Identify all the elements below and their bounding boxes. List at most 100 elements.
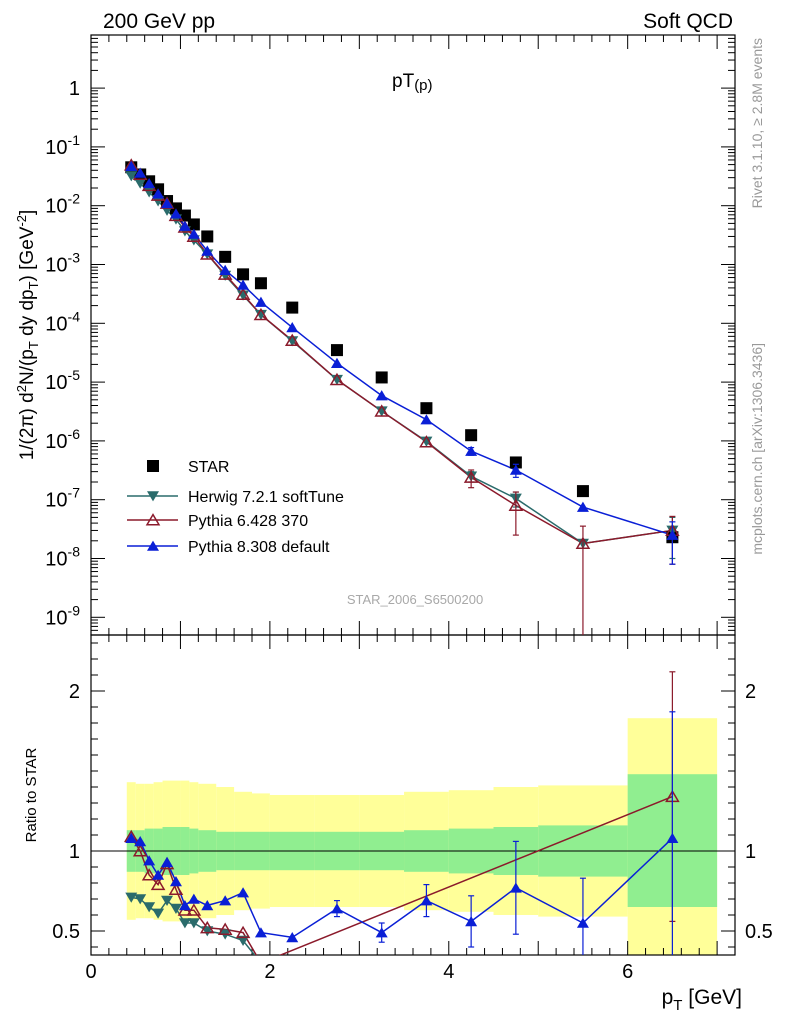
mcplots-label: mcplots.cern.ch [arXiv:1306.3436] — [749, 343, 765, 555]
data-point — [178, 220, 191, 231]
data-point — [576, 501, 589, 512]
main-y-tick-label: 10-3 — [45, 250, 80, 277]
data-point — [330, 344, 343, 357]
legend-marker — [147, 540, 159, 551]
legend-marker — [147, 460, 159, 472]
main-y-tick-label: 10-1 — [45, 132, 80, 159]
ratio-data-layer — [123, 671, 680, 955]
data-point — [161, 197, 174, 209]
header-left: 200 GeV pp — [103, 10, 215, 33]
ratio-y-tick-label-right: 2 — [745, 681, 756, 703]
main-y-tick-labels: 10-9 10-8 10-7 10-6 10-5 10-4 10-3 10-2 10-1 1 — [45, 78, 80, 629]
data-point — [508, 498, 524, 511]
legend: STAR Herwig 7.2.1 softTune Pythia 6.428 37… — [127, 459, 344, 556]
data-point — [509, 456, 522, 469]
ratio-point — [152, 869, 165, 880]
rivet-version-label: Rivet 3.1.10, ≥ 2.8M events — [749, 38, 765, 208]
ratio-point — [217, 922, 233, 935]
data-point — [509, 464, 522, 475]
main-y-axis-label: 1/(2π) d2N/(pT dy dpT) [GeV-2] — [14, 210, 41, 461]
data-point — [237, 279, 250, 290]
data-point — [237, 268, 250, 281]
ratio-y-tick-label-right: 0.5 — [745, 921, 773, 943]
ratio-point — [237, 935, 250, 946]
ratio-point — [143, 902, 156, 913]
ratio-y-tick-label: 0.5 — [52, 921, 80, 943]
ratio-y-tick-label: 1 — [69, 841, 80, 863]
legend-label: Pythia 8.308 default — [188, 539, 330, 556]
data-point — [187, 228, 200, 239]
data-point — [375, 406, 388, 417]
ratio-point — [201, 900, 214, 911]
data-point — [201, 245, 214, 256]
ratio-point — [134, 836, 147, 847]
main-y-tick-label: 10-2 — [45, 191, 80, 218]
data-point — [330, 357, 343, 368]
main-y-tick-label: 10-4 — [45, 308, 80, 335]
data-point — [330, 374, 343, 386]
ratio-point — [125, 832, 138, 843]
ratio-point — [254, 927, 267, 938]
axis-ticks — [90, 34, 736, 955]
ratio-point — [169, 876, 182, 887]
data-point — [329, 372, 345, 386]
ratio-point — [199, 920, 215, 934]
ratio-point — [168, 882, 184, 895]
ratio-point — [161, 895, 174, 906]
data-point — [374, 404, 390, 417]
data-point — [463, 470, 479, 483]
plot-title: pT(p) — [392, 71, 433, 94]
ratio-point — [152, 908, 165, 919]
main-y-tick-label: 10-7 — [45, 485, 80, 512]
ratio-point — [187, 893, 200, 904]
ratio-uncertainty-bands — [126, 718, 718, 955]
data-point — [284, 333, 300, 347]
ratio-y-tick-label: 2 — [69, 681, 80, 703]
ratio-point — [375, 927, 388, 938]
data-point — [286, 301, 299, 314]
ratio-point — [143, 855, 156, 866]
main-y-tick-label: 10-9 — [45, 602, 80, 629]
data-point — [465, 445, 478, 456]
analysis-watermark: STAR_2006_S6500200 — [347, 592, 483, 607]
ratio-point — [178, 918, 191, 929]
data-point — [576, 485, 589, 498]
ratio-point — [169, 903, 182, 914]
data-point — [187, 218, 200, 231]
ratio-point — [150, 877, 166, 891]
data-point — [420, 402, 433, 415]
ratio-point — [576, 917, 589, 928]
x-tick-label: 6 — [622, 961, 633, 983]
data-point — [254, 296, 267, 307]
series-line — [130, 164, 673, 545]
ratio-point — [235, 925, 251, 939]
ratio-y-tick-labels: 0.5 0.5 1 1 2 2 — [52, 681, 773, 943]
legend-marker — [147, 491, 159, 502]
main-data-layer — [123, 158, 680, 635]
main-y-tick-label: 10-6 — [45, 426, 80, 453]
ratio-point — [134, 894, 147, 905]
legend-label: Pythia 6.428 370 — [188, 513, 308, 530]
legend-label: Herwig 7.2.1 softTune — [188, 489, 344, 506]
x-tick-label: 2 — [264, 961, 275, 983]
data-point — [465, 429, 478, 442]
data-point — [420, 436, 433, 447]
data-point — [219, 250, 232, 263]
legend-marker — [145, 513, 161, 526]
data-point — [253, 307, 269, 321]
ratio-point — [509, 882, 522, 893]
ratio-point — [330, 903, 343, 914]
data-point — [254, 309, 267, 321]
ratio-point — [161, 856, 174, 867]
ratio-point — [219, 895, 232, 906]
data-point — [419, 435, 434, 448]
x-axis-label: pT [GeV] — [662, 986, 742, 1014]
data-point — [201, 230, 214, 243]
series-line — [130, 165, 673, 536]
data-point — [169, 208, 182, 219]
ratio-y-tick-label-right: 1 — [745, 841, 756, 863]
ratio-point — [187, 918, 200, 929]
ratio-point — [132, 844, 148, 857]
ratio-point — [465, 916, 478, 927]
main-y-tick-label: 10-5 — [45, 367, 80, 394]
